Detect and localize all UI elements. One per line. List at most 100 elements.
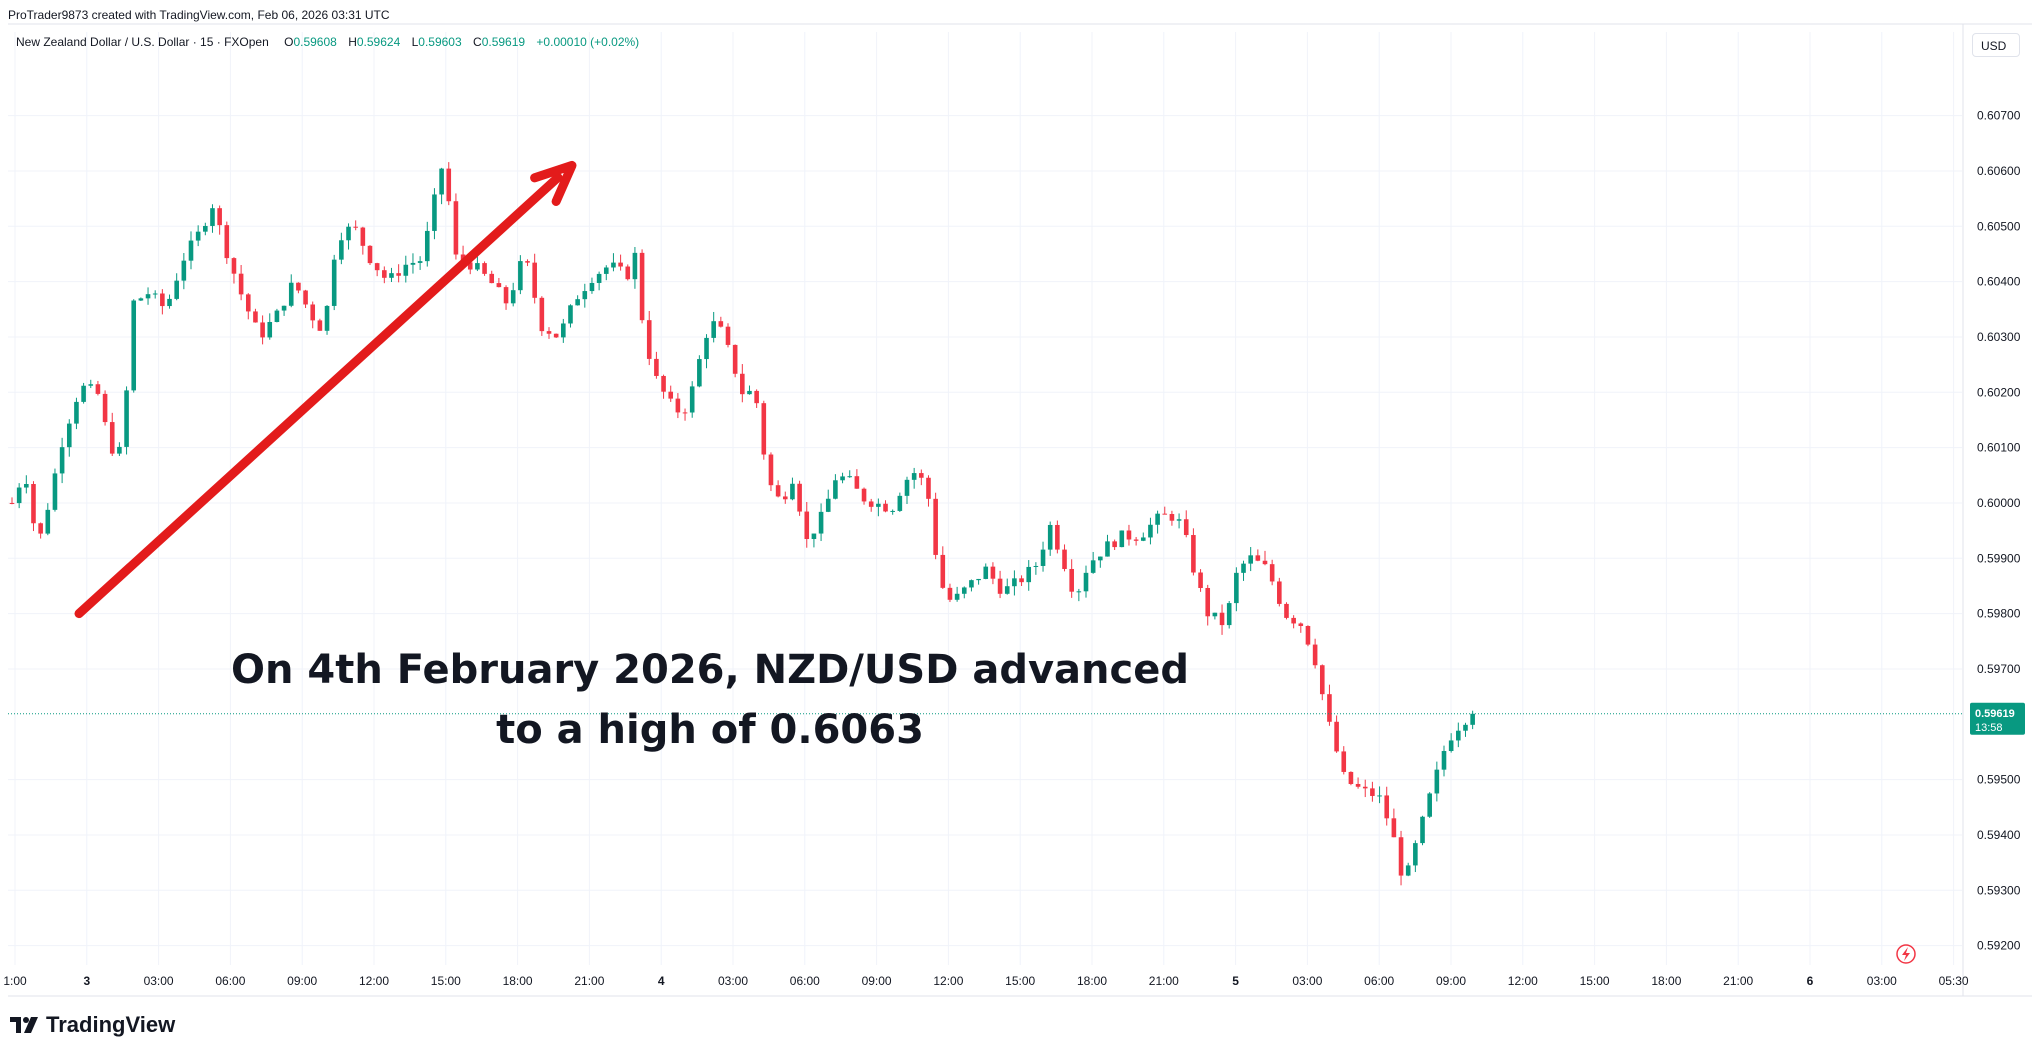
candle-body — [9, 502, 15, 504]
candle-body — [1076, 591, 1082, 593]
candle-body — [661, 375, 666, 392]
candle-body — [725, 326, 731, 345]
candle-body — [1334, 721, 1339, 752]
symbol-title[interactable]: New Zealand Dollar / U.S. Dollar · 15 · … — [16, 35, 269, 49]
candle-body — [109, 422, 115, 454]
candle-body — [31, 484, 36, 524]
candle-body — [432, 194, 437, 231]
candle-body — [697, 359, 702, 387]
y-tick-label: 0.60700 — [1977, 109, 2021, 123]
x-tick-label: 06:00 — [215, 974, 245, 988]
tradingview-logo-icon — [10, 1017, 38, 1033]
lightning-icon[interactable] — [1896, 944, 1916, 964]
candle-body — [1377, 795, 1382, 797]
candle-body — [1119, 530, 1125, 548]
candle-body — [181, 260, 187, 281]
candle-body — [861, 488, 867, 502]
candle-body — [1456, 730, 1461, 741]
candle-body — [625, 266, 631, 280]
arrow-shaft — [74, 172, 563, 619]
x-tick-label: 12:00 — [1508, 974, 1538, 988]
x-tick-label: 15:00 — [1580, 974, 1610, 988]
x-tick-label: 5 — [1232, 974, 1239, 988]
y-tick-label: 0.59200 — [1977, 939, 2021, 953]
candle-body — [926, 477, 931, 499]
x-tick-label: 03:00 — [718, 974, 748, 988]
x-tick-label: 4 — [658, 974, 665, 988]
candle-body — [1370, 788, 1375, 796]
candle-body — [897, 495, 903, 511]
y-tick-label: 0.59900 — [1977, 551, 2021, 565]
x-tick-label: 03:00 — [144, 974, 174, 988]
candle-body — [1262, 560, 1268, 565]
candle-body — [403, 264, 409, 276]
candle-body — [482, 263, 487, 274]
candle-body — [940, 554, 946, 588]
currency-button[interactable]: USD — [1972, 33, 2020, 57]
candle-body — [532, 262, 537, 298]
candle-body — [260, 322, 265, 338]
candle-body — [632, 252, 638, 280]
candle-body — [1026, 566, 1032, 583]
y-tick-label: 0.59300 — [1977, 883, 2021, 897]
candle-body — [16, 487, 22, 504]
candle-body — [711, 321, 716, 338]
candle-body — [1105, 541, 1110, 557]
candle-body — [654, 358, 659, 376]
candle-body — [1183, 519, 1189, 536]
candle-body — [539, 297, 545, 332]
candle-body — [1277, 581, 1282, 604]
y-tick-label: 0.59400 — [1977, 828, 2021, 842]
candle-body — [117, 446, 122, 454]
candle-body — [1162, 513, 1168, 515]
candle-body — [675, 398, 681, 413]
candle-body — [1083, 572, 1089, 592]
candle-body — [1198, 572, 1203, 588]
candle-body — [102, 393, 108, 423]
last-price-badge — [1970, 702, 2025, 735]
x-tick-label: 3 — [83, 974, 90, 988]
candle-body — [296, 282, 301, 291]
x-tick-label: 18:00 — [503, 974, 533, 988]
candle-body — [1448, 740, 1454, 752]
candle-body — [167, 298, 172, 307]
candle-body — [1098, 556, 1103, 561]
candle-body — [1148, 524, 1153, 538]
candle-body — [1355, 783, 1361, 787]
x-tick-label: 15:00 — [431, 974, 461, 988]
low-value: 0.59603 — [418, 35, 462, 49]
candle-body — [890, 510, 895, 512]
candle-body — [1398, 837, 1404, 876]
last-price-line: 0.59619 13:58 — [8, 702, 2025, 735]
candle-body — [1040, 549, 1046, 566]
candle-body — [933, 498, 938, 555]
candle-body — [1012, 578, 1017, 587]
candle-body — [1319, 665, 1325, 695]
candle-body — [174, 280, 179, 299]
candle-body — [1055, 524, 1060, 550]
candle-body — [1133, 539, 1139, 541]
candle-body — [52, 473, 58, 510]
candle-body — [1062, 549, 1067, 569]
candle-body — [568, 305, 573, 324]
candle-body — [761, 403, 767, 455]
candle-body — [790, 483, 795, 500]
y-tick-label: 0.59500 — [1977, 773, 2021, 787]
candle-body — [59, 447, 65, 474]
x-tick-label: 06:00 — [790, 974, 820, 988]
candle-body — [954, 593, 960, 600]
candle-body — [718, 321, 724, 327]
candle-body — [961, 587, 967, 594]
candle-body — [782, 496, 788, 500]
candle-body — [840, 476, 845, 481]
candle-body — [1033, 565, 1039, 567]
candle-body — [1384, 795, 1390, 819]
candle-body — [1205, 587, 1211, 617]
candlestick-series — [9, 162, 1475, 886]
candle-body — [1219, 612, 1225, 626]
candle-body — [217, 208, 222, 226]
chart-grid — [8, 32, 1962, 965]
tradingview-logo[interactable]: TradingView — [10, 1012, 175, 1038]
candle-body — [231, 258, 237, 274]
